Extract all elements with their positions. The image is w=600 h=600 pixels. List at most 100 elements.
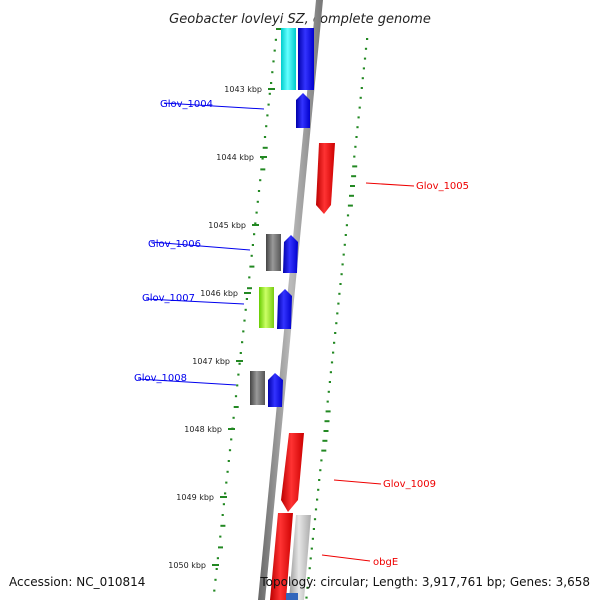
gc-dot [263,136,267,138]
gc-dot [233,406,239,408]
gc-dot [259,179,262,182]
gc-dot [355,136,358,138]
topology-text: Topology: circular; Length: 3,917,761 bp… [260,575,590,589]
gc-dot [261,157,264,160]
gc-dot [276,28,281,30]
gc-dot [222,503,225,506]
gc-dot [249,265,255,268]
kbp-label: 1046 kbp [200,289,238,298]
gc-dot [358,106,361,109]
gc-dot [345,224,348,227]
kbp-label: 1049 kbp [176,493,214,502]
leader-obge [321,554,371,562]
gc-dot [237,373,240,376]
leader-glov-1008 [137,378,237,386]
gc-dot [325,410,331,413]
map-title: Geobacter lovleyi SZ, complete genome [169,12,431,27]
gc-dot [254,222,257,225]
gc-dot [352,165,358,168]
gc-dot [344,234,347,236]
gc-dot [334,332,337,334]
gc-dot [213,589,216,592]
gc-dot [215,568,218,570]
gc-dot [321,449,327,452]
gene-glov-1005 [316,143,335,214]
gc-dot [236,384,239,387]
gene-glov-1007 [277,289,292,329]
gc-dot [218,546,223,549]
gray-feature-1008 [250,371,265,405]
gc-dot [349,194,354,197]
blue-feature-bottom [286,593,298,600]
gc-dot [350,185,355,187]
kbp-label: 1044 kbp [216,153,254,162]
gc-dot [234,395,238,398]
label-glov-1005: Glov_1005 [416,181,469,192]
gc-dot [353,155,356,158]
gc-dot [270,82,273,84]
gc-dot [228,449,232,452]
gene-glov-1008 [268,373,283,407]
leader-glov-1006 [150,241,251,251]
gc-dot [242,330,245,333]
gc-dot [219,535,222,538]
gc-dot [306,586,309,589]
gc-dot [248,276,251,279]
gc-dot [328,381,331,383]
gc-dot [224,492,227,495]
gc-dot [326,400,329,403]
gc-dot [354,145,357,148]
gc-dot [238,362,241,365]
gc-dot [330,361,334,364]
gene-glov-1006 [283,235,298,273]
gc-dot [312,528,315,530]
gc-dot [256,200,259,203]
gc-dot [253,233,256,236]
gc-dot [364,47,368,50]
leader-glov-1005 [365,182,415,187]
gc-dot [361,77,364,80]
leader-glov-1007 [145,298,245,305]
gc-dot [317,488,320,491]
label-obge: obgE [373,557,398,568]
accession-text: Accession: NC_010814 [9,575,146,589]
label-glov-1006: Glov_1006 [148,239,201,250]
gc-dot [337,302,340,305]
gc-dot [340,273,343,276]
green-feature-1007 [259,287,274,328]
gc-dot [366,38,369,40]
label-glov-1009: Glov_1009 [383,479,436,490]
gray-feature-1006 [266,234,281,271]
label-glov-1007: Glov_1007 [142,293,195,304]
gc-dot [271,71,274,74]
gc-dot [342,253,345,256]
leader-glov-1009 [333,479,382,485]
gc-dot [255,211,258,214]
gc-dot [257,190,261,192]
gc-skew-outer-arc [305,38,369,599]
gc-dot [250,254,253,257]
gene-obge [270,513,293,600]
gc-dot [267,103,270,106]
teal-feature-top [281,28,296,90]
gc-dot [225,481,228,484]
gc-dot [226,470,229,473]
gc-dot [362,67,365,70]
gc-dot [357,116,360,119]
gene-glov-1009 [281,433,304,512]
kbp-label: 1050 kbp [168,561,206,570]
gc-dot [335,322,338,325]
gc-dot [227,460,230,462]
gc-dot [351,175,357,178]
gc-dot [311,537,314,540]
gc-dot [274,38,277,41]
gc-dot [307,577,310,579]
leader-glov-1004 [163,102,265,110]
gc-dot [268,92,271,95]
gc-dot [245,298,248,300]
kbp-axis: 1043 kbp 1044 kbp 1045 kbp 1046 kbp 1047 kbp… [168,85,275,570]
kbp-label: 1043 kbp [224,85,262,94]
gc-dot [360,87,363,89]
label-glov-1004: Glov_1004 [160,99,213,110]
